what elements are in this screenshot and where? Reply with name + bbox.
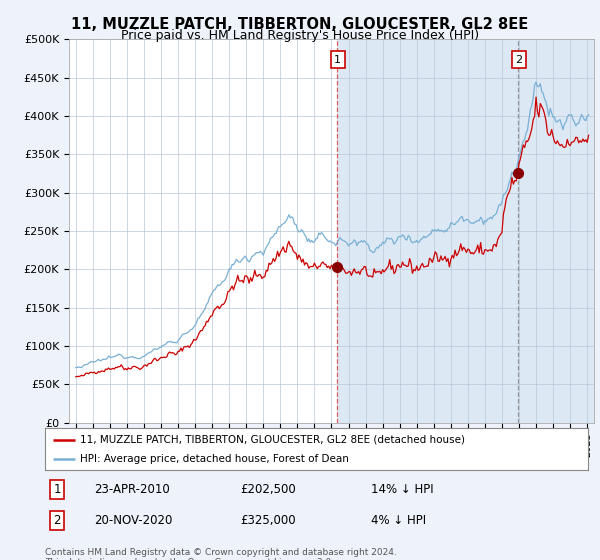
Text: 2: 2 [515,54,522,64]
Text: 1: 1 [334,54,341,64]
Text: 11, MUZZLE PATCH, TIBBERTON, GLOUCESTER, GL2 8EE: 11, MUZZLE PATCH, TIBBERTON, GLOUCESTER,… [71,17,529,32]
Text: 23-APR-2010: 23-APR-2010 [94,483,170,496]
Text: £325,000: £325,000 [241,514,296,527]
Text: £202,500: £202,500 [241,483,296,496]
Bar [337,39,594,423]
Text: 11, MUZZLE PATCH, TIBBERTON, GLOUCESTER, GL2 8EE (detached house): 11, MUZZLE PATCH, TIBBERTON, GLOUCESTER,… [80,435,465,445]
Text: 2: 2 [53,514,61,527]
Text: 4% ↓ HPI: 4% ↓ HPI [371,514,426,527]
Text: 20-NOV-2020: 20-NOV-2020 [94,514,172,527]
Text: 1: 1 [53,483,61,496]
Text: HPI: Average price, detached house, Forest of Dean: HPI: Average price, detached house, Fore… [80,454,349,464]
Text: Price paid vs. HM Land Registry's House Price Index (HPI): Price paid vs. HM Land Registry's House … [121,29,479,42]
Text: 14% ↓ HPI: 14% ↓ HPI [371,483,433,496]
Text: Contains HM Land Registry data © Crown copyright and database right 2024.
This d: Contains HM Land Registry data © Crown c… [45,548,397,560]
